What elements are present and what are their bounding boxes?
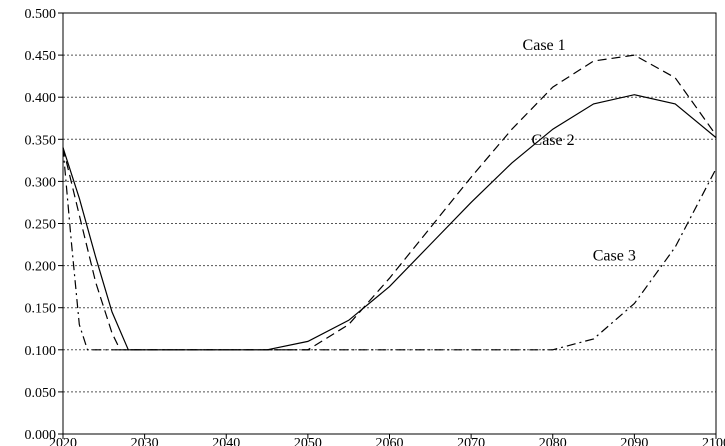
x-tick-label: 2020: [49, 436, 77, 446]
y-tick-label: 0.450: [25, 49, 57, 64]
gridlines: [63, 54, 716, 393]
series-line-case-1: [62, 54, 717, 351]
y-tick-label: 0.100: [25, 344, 57, 359]
x-tick-label: 2070: [457, 436, 485, 446]
y-tick-label: 0.350: [25, 133, 57, 148]
y-tick-label: 0.250: [25, 218, 57, 233]
y-tick-label: 0.050: [25, 386, 57, 401]
x-tick-label: 2040: [212, 436, 240, 446]
x-tick-label: 2090: [620, 436, 648, 446]
labels: 0.000 0.050 0.100 0.150 0.200 0.250 0.300 0.350…: [25, 7, 725, 446]
x-tick-label: 2030: [131, 436, 159, 446]
y-tick-label: 0.500: [25, 7, 57, 22]
x-tick-label: 2050: [294, 436, 322, 446]
series-label-case-2: Case 2: [532, 132, 575, 149]
y-tick-label: 0.400: [25, 91, 57, 106]
axes: [58, 12, 717, 439]
y-tick-label: 0.200: [25, 260, 57, 275]
x-tick-label: 2080: [539, 436, 567, 446]
series-label-case-1: Case 1: [523, 37, 566, 54]
x-tick-label: 2060: [376, 436, 404, 446]
y-tick-label: 0.300: [25, 175, 57, 190]
series-label-case-3: Case 3: [593, 248, 636, 265]
series-line-case-2: [62, 94, 717, 351]
y-tick-label: 0.000: [25, 428, 57, 443]
plot-frame: [62, 12, 717, 435]
x-tick-label: 2100: [702, 436, 725, 446]
y-tick-label: 0.150: [25, 302, 57, 317]
series-lines: [62, 54, 717, 351]
